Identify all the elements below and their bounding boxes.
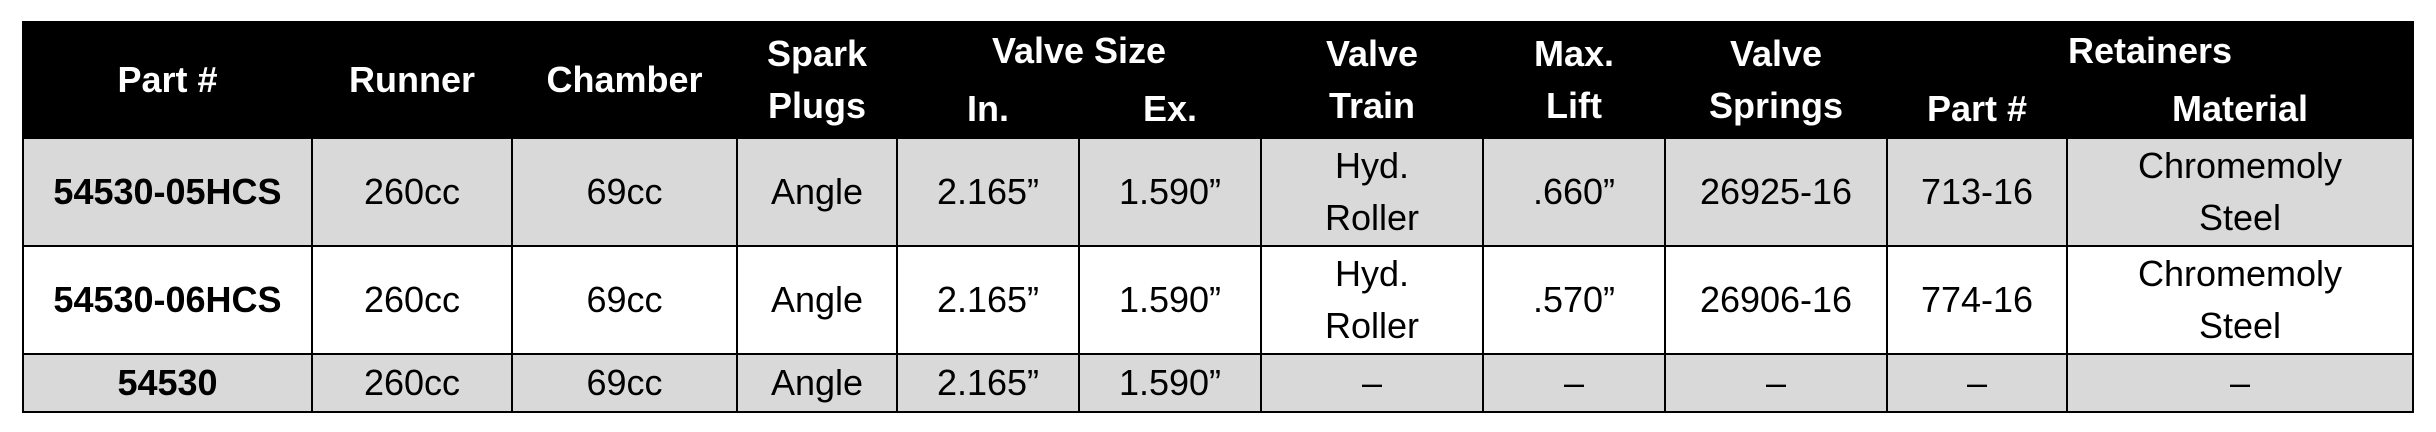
part-number-cell: 54530-06HCS [22,245,313,355]
chamber-cell: 69cc [511,245,738,355]
valve-in-cell: 2.165” [896,137,1080,247]
table-row: 54530 260cc 69cc Angle 2.165” 1.590” – –… [22,353,2415,413]
material-line1: Chromemoly [2138,145,2343,186]
valve-in-cell: 2.165” [896,353,1080,413]
valve-springs-cell: – [1664,353,1889,413]
valve-springs-cell: 26925-16 [1664,137,1889,247]
valve-ex-cell: 1.590” [1077,137,1263,247]
valve-springs-cell: 26906-16 [1664,245,1889,355]
header-valve-springs-line2: Springs [1709,85,1844,126]
runner-cell: 260cc [311,137,513,247]
part-number-cell: 54530-05HCS [22,137,313,247]
header-valve-train: Valve Train [1260,21,1485,139]
spark-plugs-cell: Angle [736,137,898,247]
retainer-material-cell: Chromemoly Steel [2066,137,2415,247]
table-row: 54530-06HCS 260cc 69cc Angle 2.165” 1.59… [22,245,2415,355]
valve-train-cell: – [1260,353,1485,413]
header-retainers-part: Part # [1886,79,2069,139]
material-line1: Chromemoly [2138,253,2343,294]
header-valve-springs: Valve Springs [1664,21,1889,139]
spark-plugs-cell: Angle [736,245,898,355]
part-number-cell: 54530 [22,353,313,413]
header-part: Part # [22,21,313,139]
chamber-cell: 69cc [511,137,738,247]
valve-in-cell: 2.165” [896,245,1080,355]
runner-cell: 260cc [311,245,513,355]
header-max-lift: Max. Lift [1482,21,1667,139]
header-valve-train-line2: Train [1329,85,1416,126]
header-max-lift-line2: Lift [1546,85,1602,126]
chamber-cell: 69cc [511,353,738,413]
header-spark-plugs: Spark Plugs [736,21,898,139]
header-row-2: In. Ex. Part # Material [23,79,2415,139]
header-row-1: Part # Runner Chamber Spark Plugs Valve … [22,21,2415,139]
retainer-material-cell: Chromemoly Steel [2066,245,2415,355]
cylinder-head-spec-table: Part # Runner Chamber Spark Plugs Valve … [22,21,2415,413]
table-row: 54530-05HCS 260cc 69cc Angle 2.165” 1.59… [22,137,2415,247]
max-lift-cell: – [1482,353,1667,413]
runner-cell: 260cc [311,353,513,413]
retainer-part-cell: – [1886,353,2069,413]
header-valve-ex: Ex. [1077,79,1263,139]
header-spark-line1: Spark [766,33,868,74]
header-spark-line2: Plugs [767,85,866,126]
header-valve-size: Valve Size [895,21,1263,81]
header-valve-in: In. [896,79,1080,139]
header-retainers: Retainers [1886,21,2415,81]
valve-ex-cell: 1.590” [1077,245,1263,355]
valve-train-line2: Roller [1325,305,1420,346]
header-valve-springs-line1: Valve [1729,33,1823,74]
valve-ex-cell: 1.590” [1077,353,1263,413]
header-retainers-material: Material [2066,79,2415,139]
valve-train-cell: Hyd. Roller [1260,245,1485,355]
valve-train-line2: Roller [1325,197,1420,238]
material-line2: Steel [2198,197,2282,238]
header-valve-train-line1: Valve [1325,33,1419,74]
valve-train-line1: Hyd. [1335,145,1410,186]
material-line2: Steel [2198,305,2282,346]
valve-train-cell: Hyd. Roller [1260,137,1485,247]
header-chamber: Chamber [511,21,738,139]
retainer-part-cell: 713-16 [1886,137,2069,247]
valve-train-line1: Hyd. [1335,253,1410,294]
spark-plugs-cell: Angle [736,353,898,413]
retainer-material-cell: – [2066,353,2415,413]
max-lift-cell: .570” [1482,245,1667,355]
retainer-part-cell: 774-16 [1886,245,2069,355]
header-runner: Runner [311,21,513,139]
header-max-lift-line1: Max. [1533,33,1615,74]
max-lift-cell: .660” [1482,137,1667,247]
